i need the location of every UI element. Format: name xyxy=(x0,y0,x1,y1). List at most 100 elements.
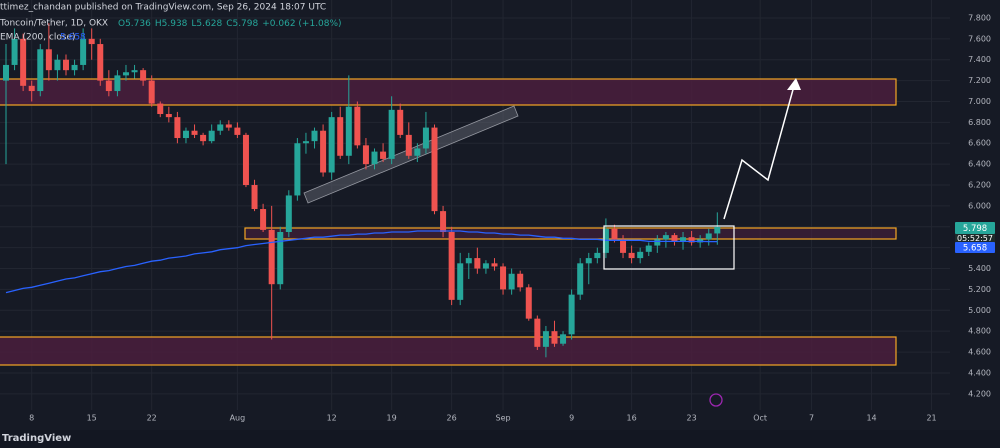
countdown-box xyxy=(955,234,995,243)
x-tick-label: Sep xyxy=(496,414,511,423)
candle-body xyxy=(440,211,447,232)
resistance-zone xyxy=(0,78,897,106)
candle-body xyxy=(131,70,138,73)
candle-body xyxy=(191,130,198,135)
x-tick-label: 19 xyxy=(387,414,397,423)
arrow-head xyxy=(787,78,801,90)
candle-body xyxy=(551,331,558,344)
candle-body xyxy=(414,148,421,156)
candle-body xyxy=(371,151,378,165)
x-tick-label: 12 xyxy=(327,414,337,423)
candle-body xyxy=(268,229,275,285)
legend-ema-value: 5.658 xyxy=(60,33,86,43)
candle-body xyxy=(431,127,438,212)
y-tick-label: 4.200 xyxy=(968,389,991,398)
y-tick-label: 7.800 xyxy=(968,13,991,22)
candle-body xyxy=(11,38,18,65)
candle-body xyxy=(500,266,507,290)
candle-body xyxy=(71,64,78,71)
candle-body xyxy=(302,141,309,144)
ohlc-value: +0.062 (+1.08%) xyxy=(262,19,341,29)
x-tick-label: Oct xyxy=(753,414,767,423)
candle-body xyxy=(714,226,721,234)
candle-body xyxy=(388,109,395,159)
candle-body xyxy=(251,185,258,210)
price-axis xyxy=(950,0,1000,430)
ema-line xyxy=(5,230,718,294)
candle-body xyxy=(37,49,44,92)
candle-body xyxy=(20,38,27,86)
legend-ema: EMA (200, close) xyxy=(0,33,76,43)
candle-body xyxy=(28,85,35,92)
candle-body xyxy=(405,134,412,156)
candle-body xyxy=(362,145,369,165)
candle-body xyxy=(234,127,241,135)
candle-body xyxy=(328,117,335,173)
candle-body xyxy=(277,231,284,285)
last-price-box xyxy=(955,222,995,234)
candle-body xyxy=(174,117,181,139)
candle-body xyxy=(534,318,541,347)
ohlc-value: O5.736 xyxy=(118,19,151,29)
candle-body xyxy=(88,38,95,45)
candle-body xyxy=(311,130,318,142)
candle-body xyxy=(242,134,249,186)
candle-body xyxy=(611,228,618,240)
candle-body xyxy=(3,64,9,81)
candle-body xyxy=(62,59,69,71)
candle-body xyxy=(260,209,267,230)
candle-body xyxy=(217,124,224,131)
candle-body xyxy=(182,130,189,139)
candle-body xyxy=(560,334,567,344)
ema-price-box xyxy=(955,242,995,253)
candle-body xyxy=(208,130,215,142)
x-tick-label: 22 xyxy=(147,414,157,423)
candle-body xyxy=(482,263,489,269)
candle-body xyxy=(688,237,695,243)
demand-zone xyxy=(0,336,897,366)
y-tick-label: 7.200 xyxy=(968,76,991,85)
candle-body xyxy=(97,44,104,81)
candle-body xyxy=(354,106,361,146)
ohlc-legend: O5.736 H5.938 L5.628 C5.798 +0.062 (+1.08%) xyxy=(118,19,342,29)
candle-body xyxy=(474,258,481,269)
y-tick-label: 4.600 xyxy=(968,348,991,357)
candle-body xyxy=(680,237,687,242)
candle-body xyxy=(380,151,387,159)
candle-body xyxy=(542,331,549,347)
y-tick-label: 6.600 xyxy=(968,139,991,148)
ema-price: 5.658 xyxy=(963,244,987,254)
x-tick-label: 8 xyxy=(29,414,34,423)
x-tick-label: 15 xyxy=(87,414,97,423)
candle-body xyxy=(114,75,121,92)
candle-body xyxy=(654,239,661,246)
x-tick-label: 21 xyxy=(926,414,936,423)
candle-body xyxy=(568,294,575,335)
y-tick-label: 5.000 xyxy=(968,306,991,315)
y-tick-label: 6.200 xyxy=(968,181,991,190)
x-tick-label: 26 xyxy=(447,414,457,423)
candle-body xyxy=(671,235,678,242)
x-tick-label: 14 xyxy=(866,414,876,423)
candle-body xyxy=(165,114,172,118)
candle-body xyxy=(397,109,404,135)
x-tick-label: 23 xyxy=(687,414,697,423)
ohlc-value: L5.628 xyxy=(191,19,222,29)
header: ttimez_chandan published on TradingView.… xyxy=(0,3,326,13)
candle-body xyxy=(320,130,327,173)
candle-body xyxy=(140,70,147,81)
candle-body xyxy=(148,80,155,104)
x-tick-label: Aug xyxy=(230,414,246,423)
projection-arrow xyxy=(723,85,795,220)
candle-body xyxy=(628,252,635,259)
candle-body xyxy=(465,258,472,264)
candle-body xyxy=(662,235,669,240)
x-tick-label: 7 xyxy=(809,414,814,423)
candle-body xyxy=(345,106,352,156)
plot xyxy=(3,23,721,358)
x-tick-label: 9 xyxy=(569,414,574,423)
candle-body xyxy=(448,231,455,300)
